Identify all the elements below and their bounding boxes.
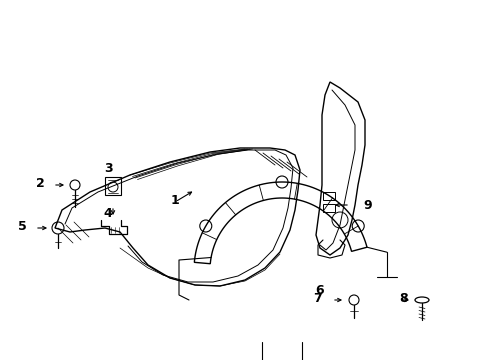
Text: 9: 9: [364, 198, 372, 212]
Bar: [323, 192, 335, 200]
Bar: [105, 177, 121, 195]
Text: 5: 5: [18, 220, 26, 233]
Text: 3: 3: [104, 162, 112, 175]
Text: 2: 2: [36, 176, 45, 189]
Text: 1: 1: [171, 194, 179, 207]
Text: 8: 8: [400, 292, 408, 305]
Text: 7: 7: [314, 292, 322, 305]
Text: 4: 4: [103, 207, 112, 220]
Text: 6: 6: [316, 284, 324, 297]
Bar: [323, 204, 335, 212]
